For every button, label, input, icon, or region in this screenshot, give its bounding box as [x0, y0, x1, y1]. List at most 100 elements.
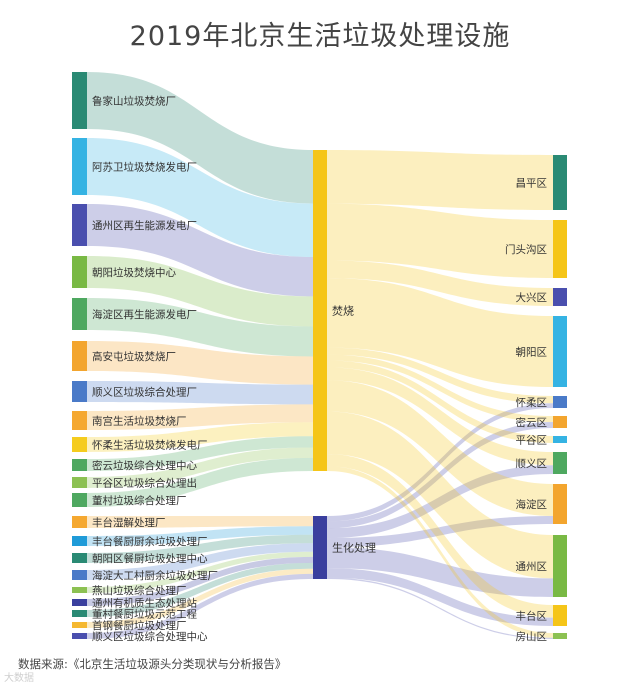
- source-label-4: 朝阳垃圾焚烧中心: [92, 266, 176, 279]
- district-node-8: [553, 452, 567, 474]
- source-node-11: [72, 477, 87, 488]
- source-node-16: [72, 570, 87, 580]
- link-source-7: [87, 381, 313, 405]
- district-label-6: 密云区: [516, 416, 548, 429]
- link-burn-to-district-2: [327, 203, 553, 278]
- link-source-11: [87, 447, 313, 488]
- source-node-8: [72, 411, 87, 430]
- link-bio-to-district-5: [327, 403, 553, 522]
- source-node-14: [72, 536, 87, 546]
- link-burn-to-district-7: [327, 360, 553, 443]
- district-label-2: 门头沟区: [505, 243, 547, 256]
- source-label-15: 朝阳区餐厨垃圾处理中心: [92, 552, 208, 565]
- source-node-20: [72, 622, 87, 628]
- district-node-11: [553, 605, 567, 626]
- district-label-11: 丰台区: [516, 610, 548, 623]
- link-source-9: [87, 422, 313, 452]
- district-node-3: [553, 288, 567, 306]
- link-source-6: [87, 341, 313, 385]
- district-label-12: 房山区: [516, 630, 548, 643]
- link-bio-to-district-10: [327, 547, 553, 597]
- district-node-10: [553, 535, 567, 597]
- link-source-21: [87, 573, 313, 639]
- district-node-9: [553, 484, 567, 524]
- link-source-1: [87, 72, 313, 204]
- link-bio-to-district-9: [327, 516, 553, 548]
- source-node-7: [72, 381, 87, 402]
- source-label-3: 通州区再生能源发电厂: [92, 219, 197, 232]
- district-label-3: 大兴区: [516, 291, 548, 304]
- link-burn-to-district-11: [327, 453, 553, 618]
- category-node-2: [313, 516, 327, 579]
- source-node-4: [72, 256, 87, 288]
- link-burn-to-district-4: [327, 278, 553, 387]
- link-source-8: [87, 404, 313, 430]
- source-label-9: 怀柔生活垃圾焚烧发电厂: [92, 439, 208, 452]
- links-category-to-district: [327, 150, 553, 639]
- source-label-2: 阿苏卫垃圾焚烧发电厂: [92, 161, 197, 174]
- district-label-7: 平谷区: [516, 435, 548, 447]
- link-source-18: [87, 556, 313, 606]
- district-label-1: 昌平区: [516, 178, 548, 190]
- district-label-9: 海淀区: [516, 498, 548, 511]
- link-bio-to-district-8: [327, 465, 553, 539]
- source-label-5: 海淀区再生能源发电厂: [92, 308, 197, 321]
- district-node-4: [553, 316, 567, 387]
- source-node-2: [72, 138, 87, 195]
- link-burn-to-district-1: [327, 150, 553, 210]
- link-burn-to-district-6: [327, 354, 553, 422]
- district-node-7: [553, 436, 567, 443]
- link-source-2: [87, 138, 313, 257]
- link-burn-to-district-3: [327, 260, 553, 306]
- source-label-17: 燕山垃圾综合处理厂: [92, 584, 187, 597]
- link-source-15: [87, 534, 313, 563]
- source-node-3: [72, 204, 87, 246]
- watermark: 大数据: [4, 673, 34, 684]
- district-label-8: 顺义区: [516, 458, 548, 470]
- district-node-6: [553, 416, 567, 428]
- sankey-nodes: [72, 72, 567, 639]
- link-source-20: [87, 568, 313, 628]
- link-burn-to-district-10: [327, 411, 553, 579]
- link-bio-to-district-11: [327, 568, 553, 626]
- source-note: 数据来源:《北京生活垃圾源头分类现状与分析报告》: [18, 657, 287, 671]
- chart-title: 2019年北京生活垃圾处理设施: [129, 21, 511, 52]
- category-node-1: [313, 150, 327, 471]
- link-burn-to-district-5: [327, 347, 553, 404]
- link-source-19: [87, 562, 313, 617]
- link-source-4: [87, 256, 313, 327]
- source-node-13: [72, 516, 87, 528]
- district-node-12: [553, 633, 567, 639]
- source-node-1: [72, 72, 87, 129]
- link-source-16: [87, 543, 313, 580]
- source-label-6: 高安屯垃圾焚烧厂: [92, 350, 176, 363]
- category-label-1: 焚烧: [332, 305, 354, 318]
- district-node-1: [553, 155, 567, 210]
- source-label-10: 密云垃圾综合处理中心: [92, 459, 197, 472]
- source-label-19: 董村餐厨垃圾示范工程: [92, 608, 197, 621]
- category-label-2: 生化处理: [332, 541, 376, 555]
- source-node-15: [72, 553, 87, 563]
- links-source-to-category: [87, 72, 313, 639]
- source-label-8: 南宫生活垃圾焚烧厂: [92, 415, 187, 428]
- source-node-9: [72, 437, 87, 452]
- source-label-18: 通州有机质生态处理站: [92, 597, 197, 610]
- link-source-3: [87, 204, 313, 297]
- link-burn-to-district-9: [327, 380, 553, 516]
- source-label-12: 董村垃圾综合处理厂: [92, 494, 187, 507]
- link-bio-to-district-12: [327, 577, 553, 639]
- source-node-18: [72, 599, 87, 606]
- district-label-5: 怀柔区: [516, 397, 548, 409]
- source-label-1: 鲁家山垃圾焚烧厂: [92, 95, 176, 108]
- link-source-5: [87, 298, 313, 357]
- link-source-14: [87, 526, 313, 546]
- district-label-10: 通州区: [516, 561, 548, 573]
- source-node-17: [72, 587, 87, 593]
- link-bio-to-district-6: [327, 422, 553, 529]
- district-node-5: [553, 396, 567, 408]
- source-node-21: [72, 633, 87, 639]
- source-label-13: 丰台湿解处理厂: [92, 516, 166, 529]
- source-label-16: 海淀大工村厨余垃圾处理厂: [92, 569, 218, 582]
- link-burn-to-district-8: [327, 367, 553, 466]
